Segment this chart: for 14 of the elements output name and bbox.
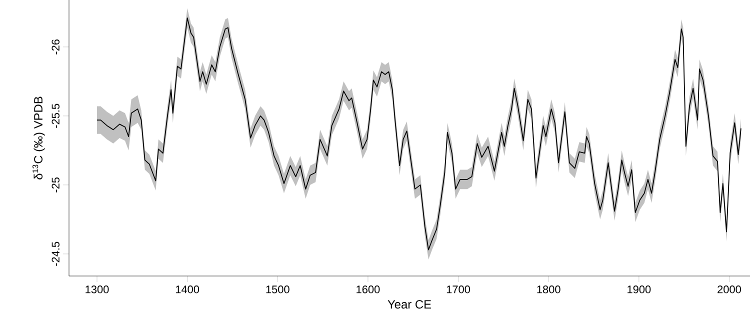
x-axis-title: Year CE — [388, 300, 432, 309]
x-tick-label: 1700 — [446, 286, 470, 294]
x-tick-label: 1900 — [628, 286, 651, 294]
x-tick-label: 2000 — [718, 286, 741, 294]
y-axis-title: δ$^{13}$C (‰) VPDB — [32, 96, 45, 180]
x-tick-label: 1500 — [266, 286, 290, 294]
x-tick-label: 1400 — [176, 286, 200, 294]
x-tick-label: 1300 — [86, 286, 109, 294]
y-tick-label: -24.5 — [52, 242, 60, 266]
y-tick-label: -25.5 — [52, 104, 60, 128]
y-tick-label: -25 — [52, 177, 60, 192]
y-tick-label: -26 — [52, 39, 60, 54]
x-tick-label: 1800 — [537, 286, 560, 294]
x-tick-label: 1600 — [356, 286, 380, 294]
